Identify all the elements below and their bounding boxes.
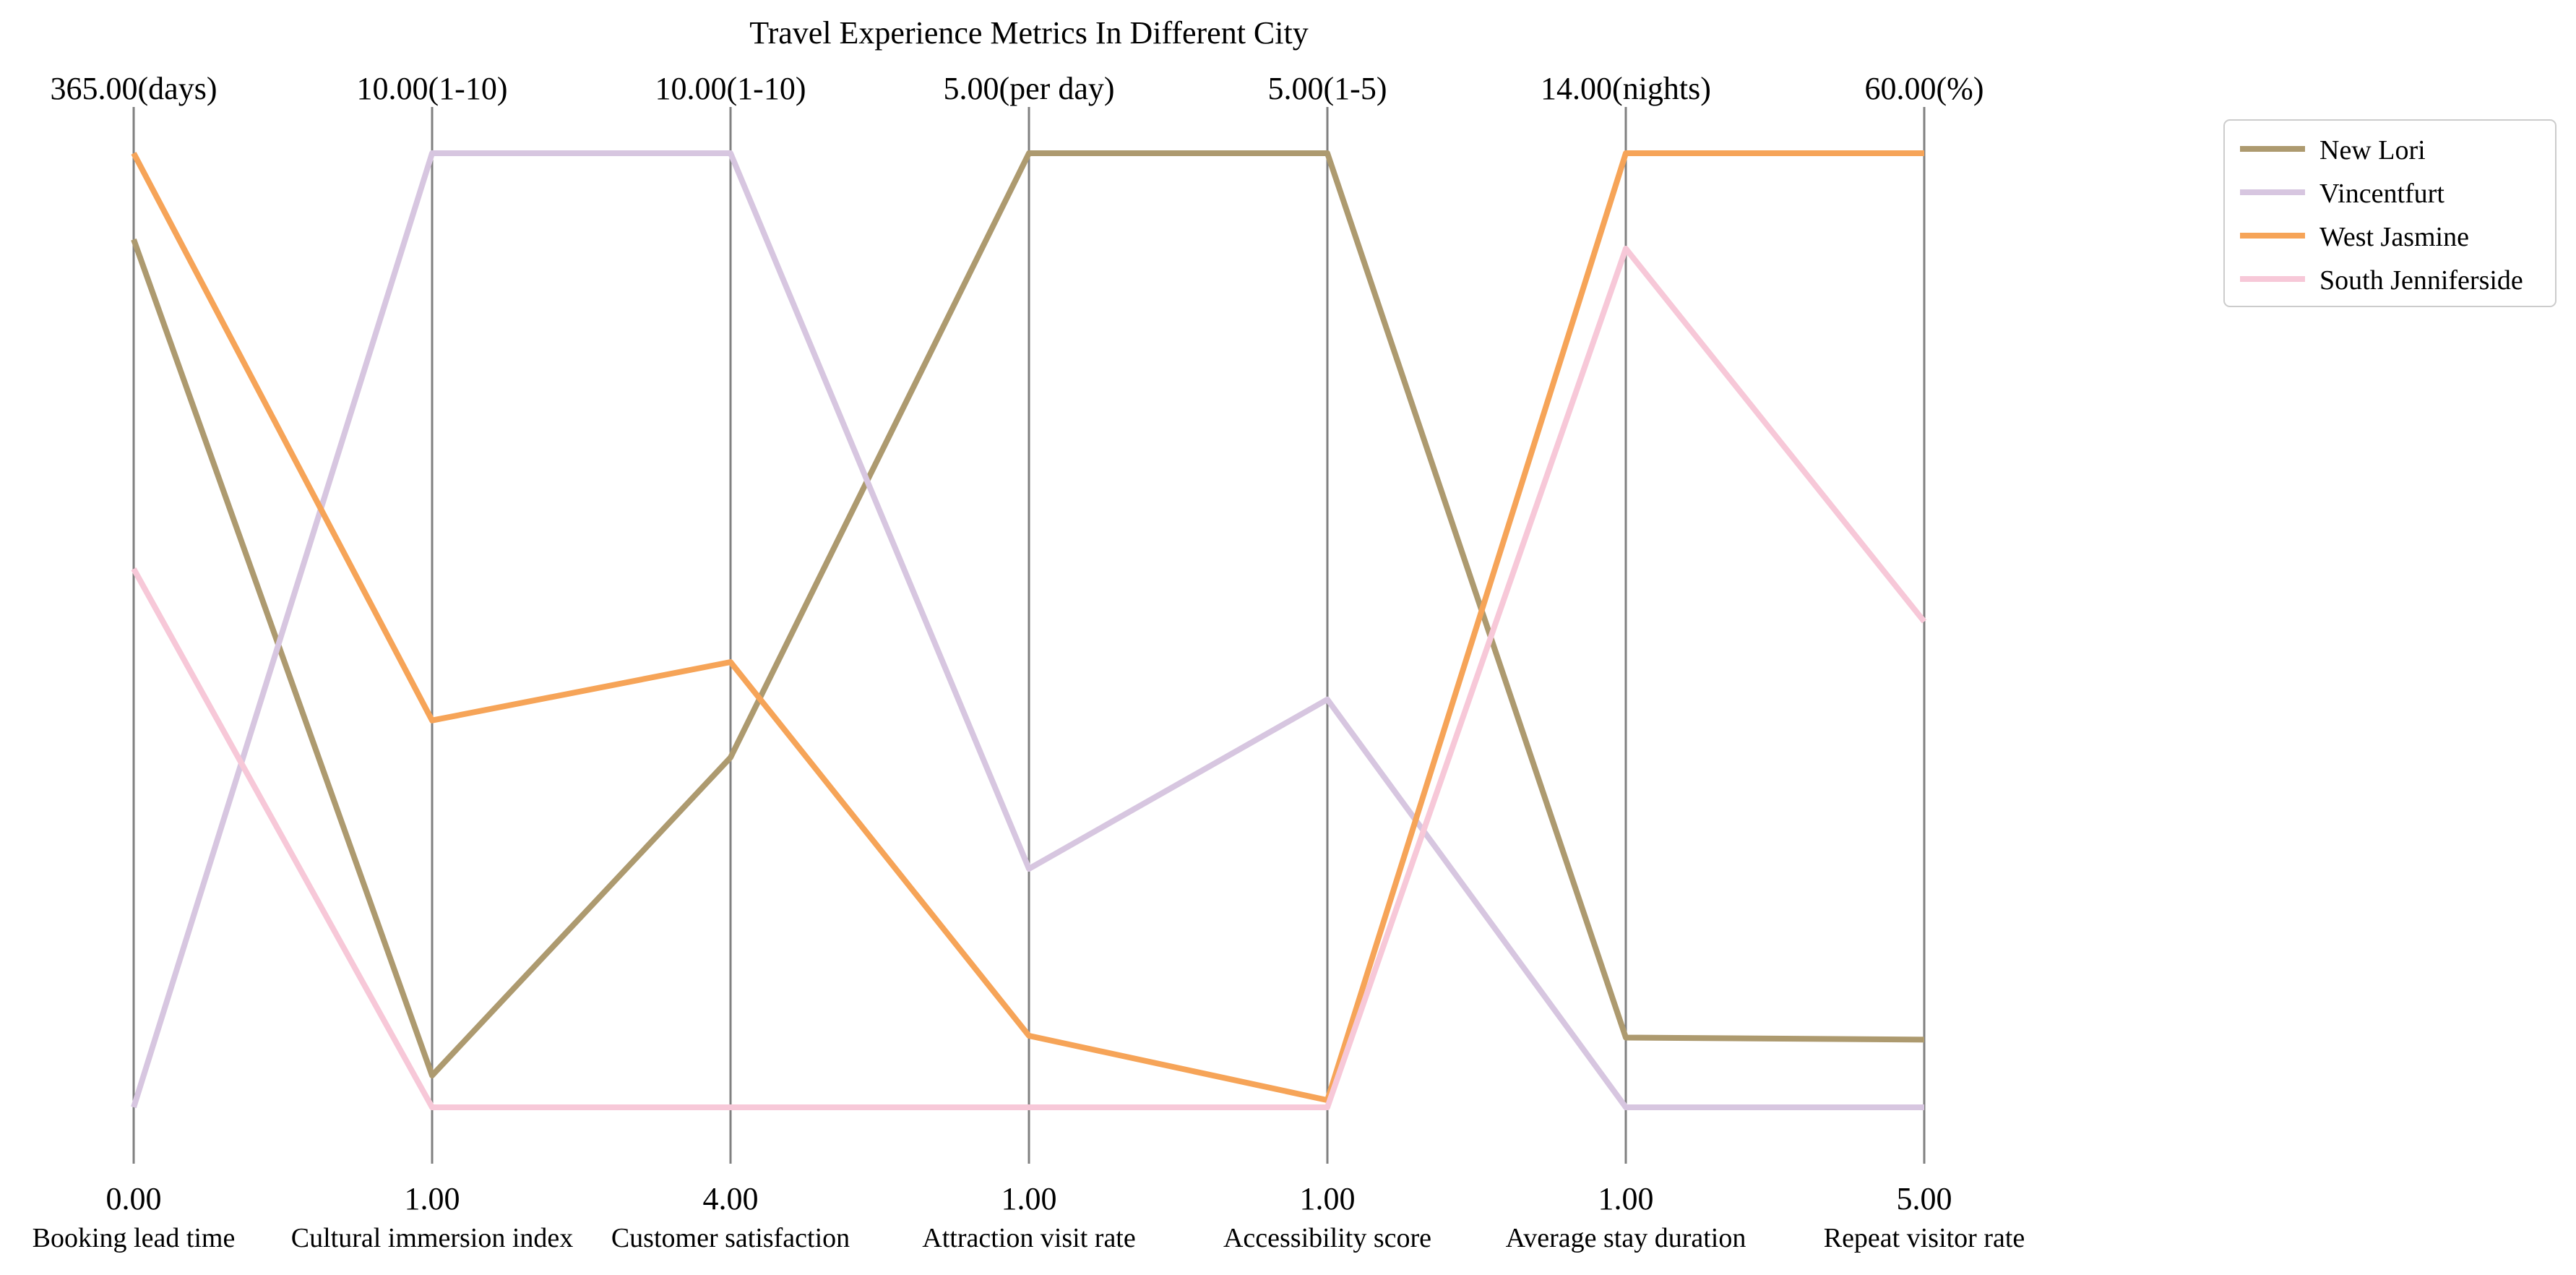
- axis-max-label-average-stay-duration: 14.00(nights): [1541, 71, 1711, 106]
- legend-frame: [2223, 119, 2556, 307]
- axis-attraction-visit-rate: 5.00(per day) 1.00 Attraction visit rate: [922, 71, 1135, 1253]
- legend-label: South Jenniferside: [2319, 265, 2523, 296]
- legend-label: West Jasmine: [2319, 222, 2469, 252]
- axis-max-label-booking-lead-time: 365.00(days): [51, 71, 217, 106]
- axis-repeat-visitor-rate: 60.00(%) 5.00 Repeat visitor rate: [1824, 71, 2025, 1253]
- axis-name-attraction-visit-rate: Attraction visit rate: [922, 1223, 1135, 1253]
- axis-min-label-repeat-visitor-rate: 5.00: [1897, 1181, 1952, 1216]
- axis-min-label-attraction-visit-rate: 1.00: [1001, 1181, 1057, 1216]
- axis-min-label-accessibility-score: 1.00: [1300, 1181, 1356, 1216]
- legend-label: Vincentfurt: [2319, 179, 2444, 209]
- axes-layer: 365.00(days) 0.00 Booking lead time 10.00(1…: [33, 71, 2025, 1253]
- axis-max-label-cultural-immersion-index: 10.00(1-10): [357, 71, 508, 106]
- chart-title: Travel Experience Metrics In Different C…: [749, 15, 1308, 51]
- axis-accessibility-score: 5.00(1-5) 1.00 Accessibility score: [1223, 71, 1431, 1253]
- axis-max-label-customer-satisfaction: 10.00(1-10): [655, 71, 806, 106]
- legend: New Lori Vincentfurt West Jasmine South Jen…: [2223, 119, 2556, 307]
- series-line-new-lori: [131, 150, 1925, 1078]
- axis-min-label-average-stay-duration: 1.00: [1598, 1181, 1654, 1216]
- series-line-vincentfurt: [131, 150, 1924, 1110]
- axis-name-customer-satisfaction: Customer satisfaction: [611, 1223, 850, 1253]
- legend-item-new-lori: New Lori: [2240, 135, 2426, 166]
- legend-label: New Lori: [2319, 135, 2426, 166]
- series-lines-layer: [131, 150, 1927, 1110]
- axis-name-cultural-immersion-index: Cultural immersion index: [291, 1223, 574, 1253]
- axis-customer-satisfaction: 10.00(1-10) 4.00 Customer satisfaction: [611, 71, 850, 1253]
- legend-item-vincentfurt: Vincentfurt: [2240, 179, 2444, 209]
- series-line-south-jenniferside: [131, 246, 1927, 1110]
- legend-item-south-jenniferside: South Jenniferside: [2240, 265, 2523, 296]
- axis-booking-lead-time: 365.00(days) 0.00 Booking lead time: [33, 71, 236, 1253]
- axis-name-booking-lead-time: Booking lead time: [33, 1223, 236, 1253]
- axis-min-label-booking-lead-time: 0.00: [106, 1181, 162, 1216]
- axis-average-stay-duration: 14.00(nights) 1.00 Average stay duration: [1506, 71, 1746, 1253]
- axis-name-average-stay-duration: Average stay duration: [1506, 1223, 1746, 1253]
- axis-max-label-accessibility-score: 5.00(1-5): [1268, 71, 1387, 106]
- axis-name-repeat-visitor-rate: Repeat visitor rate: [1824, 1223, 2025, 1253]
- axis-cultural-immersion-index: 10.00(1-10) 1.00 Cultural immersion index: [291, 71, 574, 1253]
- axis-max-label-repeat-visitor-rate: 60.00(%): [1865, 71, 1984, 106]
- series-line-west-jasmine: [131, 150, 1924, 1104]
- legend-item-west-jasmine: West Jasmine: [2240, 222, 2469, 252]
- axis-min-label-cultural-immersion-index: 1.00: [405, 1181, 460, 1216]
- axis-max-label-attraction-visit-rate: 5.00(per day): [943, 71, 1114, 106]
- axis-name-accessibility-score: Accessibility score: [1223, 1223, 1431, 1253]
- axis-min-label-customer-satisfaction: 4.00: [703, 1181, 759, 1216]
